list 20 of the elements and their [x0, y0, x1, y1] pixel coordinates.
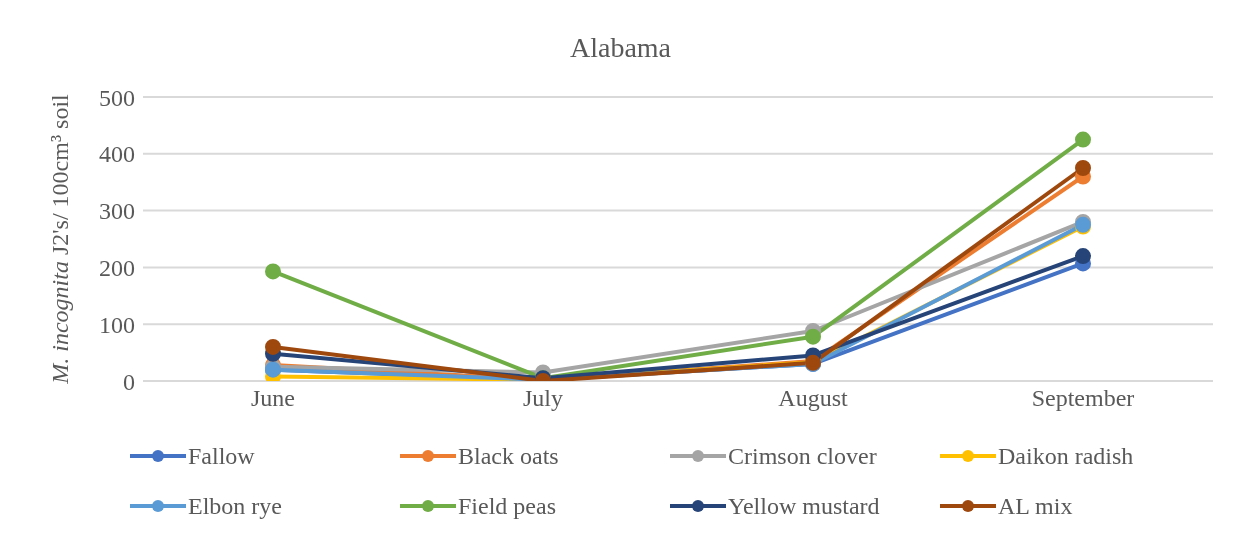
- chart-title: Alabama: [568, 31, 673, 65]
- y-tick-label: 200: [99, 254, 135, 281]
- y-tick-label: 400: [99, 141, 135, 168]
- legend-label: Black oats: [458, 442, 559, 470]
- legend-label: Yellow mustard: [728, 492, 880, 520]
- legend-label: Fallow: [188, 442, 255, 470]
- y-tick-label: 0: [123, 368, 135, 395]
- y-tick-label: 100: [99, 311, 135, 338]
- legend-label: AL mix: [998, 492, 1073, 520]
- x-tick-label: June: [251, 385, 295, 412]
- x-tick-label: September: [1031, 385, 1135, 412]
- y-tick-label: 300: [99, 198, 135, 225]
- legend-label: Elbon rye: [188, 492, 282, 520]
- legend-label: Field peas: [458, 492, 556, 520]
- x-tick-label: July: [522, 385, 564, 412]
- legend-label: Crimson clover: [728, 442, 877, 470]
- y-axis-title: M. incognita J2's/ 100cm³ soil: [47, 93, 73, 385]
- y-tick-label: 500: [99, 84, 135, 111]
- x-tick-label: August: [778, 385, 848, 412]
- legend-label: Daikon radish: [998, 442, 1134, 470]
